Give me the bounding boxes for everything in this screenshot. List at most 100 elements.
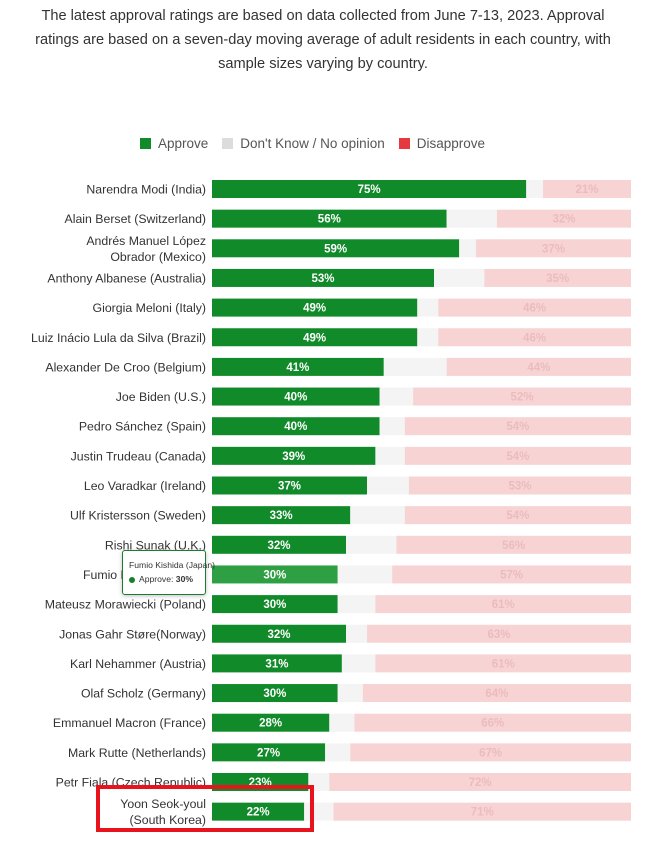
approve-value-label: 30% bbox=[263, 599, 286, 611]
bar-row: 56% 32% Alain Berset (Switzerland) bbox=[65, 209, 631, 228]
bar-disapprove bbox=[496, 209, 631, 228]
bar-row: 49% 46% Giorgia Meloni (Italy) bbox=[93, 298, 631, 317]
category-label: Narendra Modi (India) bbox=[86, 183, 206, 197]
category-label: Alexander De Croo (Belgium) bbox=[45, 360, 206, 374]
bar-approve bbox=[212, 357, 384, 376]
bar-disapprove bbox=[438, 298, 631, 317]
bar-disapprove bbox=[392, 565, 631, 584]
bar-approve bbox=[212, 595, 338, 614]
approve-value-label: 32% bbox=[268, 629, 291, 641]
bar-dont-know bbox=[375, 446, 405, 465]
bar-dont-know bbox=[434, 268, 485, 287]
disapprove-value-label: 32% bbox=[552, 214, 575, 226]
intro-line: The latest approval ratings are based on… bbox=[41, 8, 605, 24]
bar-approve bbox=[212, 328, 418, 347]
bar-dont-know bbox=[459, 239, 476, 258]
bar-row: 27% 67% Mark Rutte (Netherlands) bbox=[68, 743, 631, 762]
bar-dont-know bbox=[329, 713, 355, 732]
bar-dont-know bbox=[379, 417, 405, 436]
bar-approve bbox=[212, 684, 338, 703]
legend-item-approve[interactable]: Approve bbox=[140, 136, 208, 151]
approve-dot-icon bbox=[129, 576, 135, 583]
bar-row: 39% 54% Justin Trudeau (Canada) bbox=[71, 446, 631, 465]
bar-approve bbox=[212, 239, 460, 258]
bar-row: 32% 56% Rishi Sunak (U.K.) bbox=[105, 535, 631, 554]
disapprove-value-label: 71% bbox=[471, 807, 494, 819]
bar-approve bbox=[212, 209, 447, 228]
disapprove-value-label: 52% bbox=[511, 392, 534, 404]
legend-label-approve: Approve bbox=[158, 135, 209, 151]
bar-disapprove bbox=[446, 357, 631, 376]
bar-disapprove bbox=[350, 743, 631, 762]
bar-approve bbox=[212, 180, 527, 198]
bar-disapprove bbox=[375, 595, 631, 614]
intro-line: ratings are based on a seven-day moving … bbox=[35, 32, 611, 48]
bar-dont-know bbox=[417, 298, 439, 317]
legend-swatch-dont-know bbox=[222, 137, 234, 149]
bar-disapprove bbox=[362, 684, 631, 703]
tooltip-title: Fumio Kishida (Japan) bbox=[129, 560, 215, 570]
category-label: Andrés Manuel López bbox=[86, 234, 206, 248]
disapprove-value-label: 37% bbox=[542, 243, 565, 255]
legend-item-dont-know[interactable]: Don't Know / No opinion bbox=[222, 135, 385, 151]
approve-value-label: 33% bbox=[270, 510, 293, 522]
bar-approve bbox=[212, 268, 435, 287]
bar-approve bbox=[212, 565, 338, 584]
disapprove-value-label: 35% bbox=[546, 273, 569, 285]
category-label: Yoon Seok-youl bbox=[120, 797, 206, 811]
approve-value-label: 49% bbox=[303, 303, 326, 315]
bar-disapprove bbox=[484, 268, 631, 287]
bar-disapprove bbox=[404, 446, 631, 465]
category-label: Anthony Albanese (Australia) bbox=[47, 271, 206, 285]
legend-label-disapprove: Disapprove bbox=[416, 135, 486, 151]
bar-disapprove bbox=[413, 387, 631, 406]
bar-dont-know bbox=[341, 654, 376, 673]
disapprove-value-label: 61% bbox=[492, 658, 515, 670]
bar-disapprove bbox=[408, 476, 631, 495]
bar-row: 30% 64% Olaf Scholz (Germany) bbox=[81, 684, 631, 703]
category-label: Luiz Inácio Lula da Silva (Brazil) bbox=[31, 331, 206, 345]
disapprove-value-label: 44% bbox=[527, 362, 550, 374]
approve-value-label: 56% bbox=[318, 214, 341, 226]
bar-disapprove bbox=[396, 535, 631, 554]
bar-row: 59% 37% Andrés Manuel López Obrador (Mexico… bbox=[86, 234, 631, 264]
approve-value-label: 75% bbox=[358, 184, 381, 196]
bar-approve bbox=[212, 506, 351, 525]
bar-disapprove bbox=[329, 773, 631, 791]
disapprove-value-label: 57% bbox=[500, 569, 523, 581]
approve-value-label: 39% bbox=[282, 451, 305, 463]
bar-row: 32% 63% Jonas Gahr Støre(Norway) bbox=[59, 624, 631, 643]
bar-dont-know bbox=[379, 387, 414, 406]
bar-approve bbox=[212, 743, 326, 762]
approve-value-label: 59% bbox=[324, 243, 347, 255]
tooltip-label: Approve: bbox=[139, 574, 174, 584]
bar-dont-know bbox=[417, 328, 439, 347]
bar-row: 33% 54% Ulf Kristersson (Sweden) bbox=[70, 506, 631, 525]
disapprove-value-label: 54% bbox=[506, 421, 529, 433]
disapprove-value-label: 64% bbox=[485, 688, 508, 700]
bar-disapprove bbox=[333, 802, 631, 821]
category-label: Pedro Sánchez (Spain) bbox=[79, 420, 206, 434]
bar-dont-know bbox=[383, 357, 447, 376]
legend-item-disapprove[interactable]: Disapprove bbox=[398, 135, 486, 151]
bar-row: 28% 66% Emmanuel Macron (France) bbox=[53, 713, 631, 732]
disapprove-value-label: 46% bbox=[523, 332, 546, 344]
bar-approve bbox=[212, 654, 342, 673]
chart-legend: Approve Don't Know / No opinion Disappro… bbox=[140, 133, 499, 153]
category-label: Mark Rutte (Netherlands) bbox=[68, 746, 206, 760]
bar-disapprove bbox=[543, 180, 631, 198]
approve-value-label: 40% bbox=[284, 392, 307, 404]
disapprove-value-label: 63% bbox=[487, 629, 510, 641]
bar-row: 40% 54% Pedro Sánchez (Spain) bbox=[79, 417, 631, 436]
legend-label-dont-know: Don't Know / No opinion bbox=[240, 135, 385, 151]
bar-dont-know bbox=[325, 743, 351, 762]
approve-value-label: 32% bbox=[268, 540, 291, 552]
approve-value-label: 27% bbox=[257, 747, 280, 759]
intro-line: sample sizes varying by country. bbox=[218, 56, 428, 72]
approve-value-label: 30% bbox=[263, 569, 286, 581]
bar-row: 30% 61% Mateusz Morawiecki (Poland) bbox=[45, 595, 631, 614]
bar-row: 75% 21% Narendra Modi (India) bbox=[86, 180, 631, 198]
disapprove-value-label: 56% bbox=[502, 540, 525, 552]
bar-disapprove bbox=[475, 239, 631, 258]
disapprove-value-label: 54% bbox=[506, 451, 529, 463]
